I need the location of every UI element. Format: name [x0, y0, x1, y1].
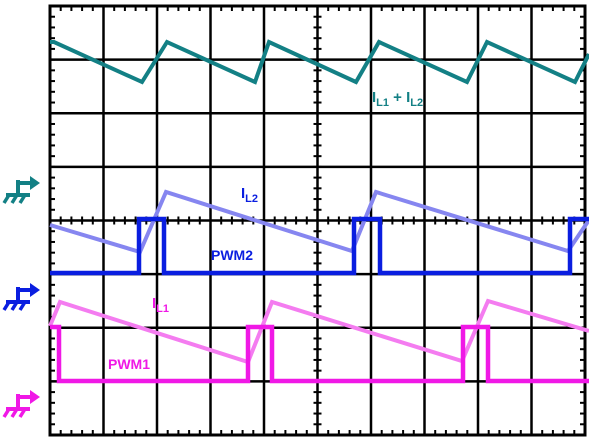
ground-icon [2, 176, 40, 204]
ground-hatch [2, 301, 11, 311]
ground-hatch [2, 408, 11, 418]
ground-hatch [18, 301, 27, 311]
label-pwm1: PWM1 [108, 356, 150, 372]
trace-il1-plus-il2 [50, 39, 589, 85]
label-il2: IL2 [241, 185, 258, 205]
ground-icon [2, 390, 40, 418]
ground-arrow-head [30, 283, 40, 297]
label-pwm2: PWM2 [211, 247, 253, 263]
trace-il1 [48, 298, 589, 365]
ground-markers [2, 176, 40, 418]
traces [48, 39, 589, 384]
label-il1: IL1 [152, 295, 169, 315]
ground-arrow-head [30, 176, 40, 190]
ground-arrow-head [30, 390, 40, 404]
trace-pwm2 [50, 216, 589, 276]
ground-icon [2, 283, 40, 311]
label-il1-plus-il2: IL1 + IL2 [372, 89, 423, 109]
ground-hatch [10, 301, 19, 311]
ground-hatch [2, 194, 11, 204]
trace-pwm1 [50, 324, 589, 384]
ground-hatch [18, 408, 27, 418]
ground-hatch [10, 194, 19, 204]
ground-hatch [10, 408, 19, 418]
ground-hatch [18, 194, 27, 204]
